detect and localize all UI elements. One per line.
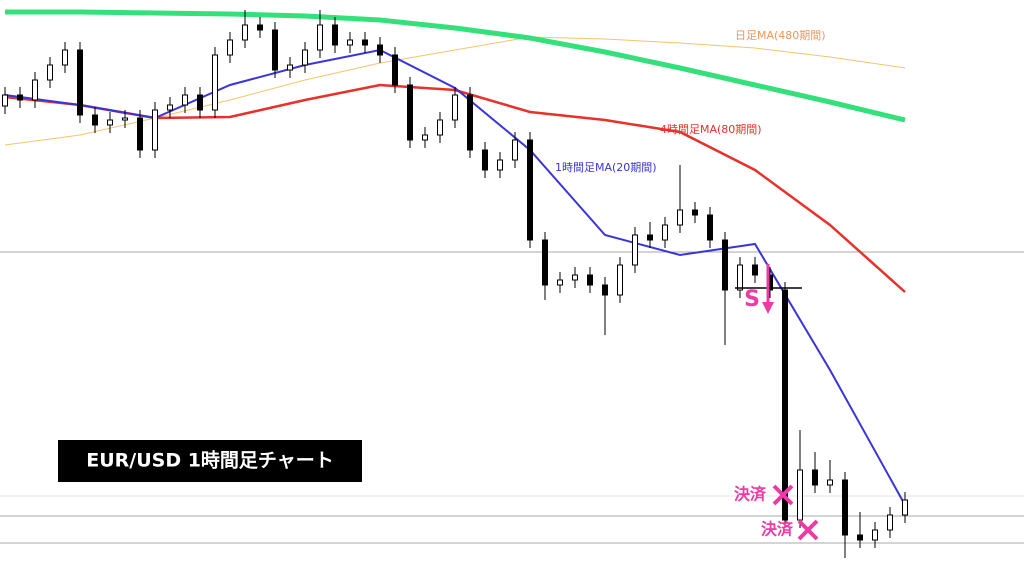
candle-body xyxy=(16,94,23,101)
candle-body xyxy=(512,139,518,161)
series-label: 1時間足MA(20期間) xyxy=(555,161,657,174)
series-label: 日足MA(480期間) xyxy=(735,29,826,42)
candle-body xyxy=(136,117,143,151)
candle-body xyxy=(391,54,398,86)
candle-body xyxy=(256,24,263,31)
exit-cross xyxy=(797,519,819,541)
candle-body xyxy=(827,479,834,486)
candle-body xyxy=(421,134,428,141)
candle-body xyxy=(737,264,744,291)
candle-body xyxy=(91,114,98,126)
candle-body xyxy=(647,234,654,241)
candle-body xyxy=(376,44,383,56)
candle-body xyxy=(572,274,579,281)
candle-body xyxy=(557,279,564,286)
candle-body xyxy=(692,209,699,216)
candle-body xyxy=(902,499,909,516)
entry-arrow-head xyxy=(762,302,774,314)
candle-body xyxy=(106,119,113,126)
candle-body xyxy=(872,529,879,541)
candle-body xyxy=(346,39,353,46)
candle-body xyxy=(406,84,413,141)
candle-body xyxy=(166,104,173,111)
candle-body xyxy=(481,149,488,171)
candle-body xyxy=(812,469,819,486)
candle-body xyxy=(842,479,849,536)
candle-body xyxy=(361,39,368,46)
candle-body xyxy=(226,39,233,56)
candle-body xyxy=(527,139,534,241)
candle-body xyxy=(632,234,639,266)
exit-cross xyxy=(772,484,794,506)
candle-body xyxy=(76,49,83,116)
candle-body xyxy=(331,24,338,46)
candle-body xyxy=(752,264,759,276)
candle-body xyxy=(316,24,323,51)
candle-body xyxy=(436,119,443,136)
candle-body xyxy=(887,514,894,531)
candle-body xyxy=(466,94,473,151)
candle-body xyxy=(587,274,594,286)
candle-body xyxy=(857,534,864,541)
candle-body xyxy=(1,94,8,107)
candle-body xyxy=(782,289,789,521)
candle-body xyxy=(602,284,609,296)
candle-body xyxy=(722,239,729,291)
chart-title: EUR/USD 1時間足チャート xyxy=(86,450,334,472)
candle-body xyxy=(662,224,669,241)
candle-body xyxy=(31,79,38,101)
candle-body xyxy=(451,94,458,121)
candle-body xyxy=(271,29,278,71)
title-box xyxy=(58,440,362,482)
candle-body xyxy=(181,94,188,106)
exit-label: 決済 xyxy=(761,520,794,539)
candle-body xyxy=(617,264,624,296)
candle-body xyxy=(542,239,549,286)
entry-label: S xyxy=(744,287,760,312)
candle-body xyxy=(196,94,203,111)
candle-body xyxy=(46,64,53,81)
moving-average xyxy=(5,9,906,123)
series-label: 4時間足MA(80期間) xyxy=(660,123,762,136)
candle-body xyxy=(707,214,714,241)
candle-body xyxy=(797,469,804,521)
candle-body xyxy=(61,49,68,66)
candle-body xyxy=(211,54,218,111)
candle-body xyxy=(301,49,308,66)
candle-body xyxy=(151,109,158,151)
candle-body xyxy=(496,159,503,171)
candle-body xyxy=(286,64,293,71)
exit-label: 決済 xyxy=(734,485,767,504)
candle-body xyxy=(241,24,248,41)
candle-body xyxy=(121,117,128,121)
candle-body xyxy=(677,209,684,226)
